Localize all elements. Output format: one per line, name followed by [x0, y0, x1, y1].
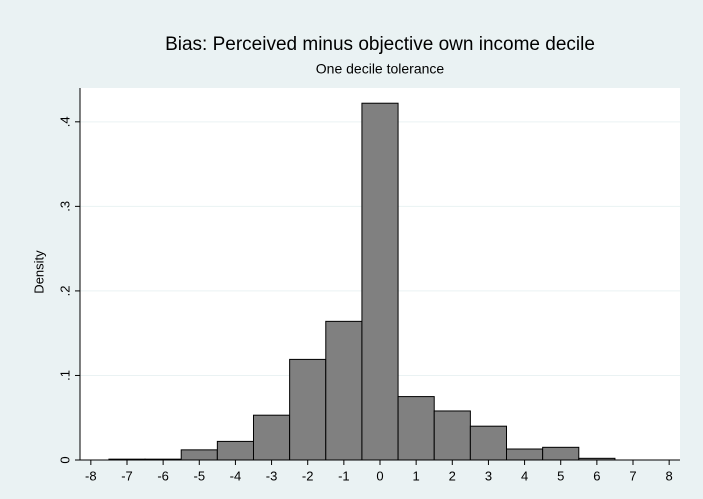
y-tick-label: .3	[57, 201, 72, 212]
x-tick-label: 0	[376, 468, 383, 483]
x-tick-label: 5	[557, 468, 564, 483]
bar	[325, 320, 363, 461]
chart-subtitle: One decile tolerance	[316, 61, 445, 77]
x-tick-label: 2	[449, 468, 456, 483]
x-tick-label: -1	[338, 468, 350, 483]
x-tick-label: -3	[266, 468, 278, 483]
bar	[397, 396, 435, 461]
bar	[433, 410, 471, 461]
x-tick-label: 7	[629, 468, 636, 483]
bar	[542, 446, 580, 461]
x-tick-label: -4	[230, 468, 242, 483]
y-tick-label: .1	[57, 370, 72, 381]
x-tick-label: 3	[485, 468, 492, 483]
x-tick-label: -8	[85, 468, 97, 483]
x-tick-label: 1	[413, 468, 420, 483]
chart-title: Bias: Perceived minus objective own inco…	[165, 34, 595, 55]
y-tick-label: 0	[57, 456, 72, 463]
x-tick-label: -2	[302, 468, 314, 483]
bar	[252, 414, 291, 461]
x-tick-label: -5	[193, 468, 205, 483]
y-axis-label: Density	[31, 250, 46, 294]
bar	[180, 449, 218, 461]
y-tick-label: .2	[57, 285, 72, 296]
bar	[469, 425, 508, 461]
bar	[506, 448, 544, 461]
x-tick-label: 8	[666, 468, 673, 483]
bar	[289, 358, 327, 461]
x-tick-label: -7	[121, 468, 133, 483]
bar	[216, 440, 254, 461]
x-tick-label: -6	[157, 468, 169, 483]
bar	[361, 102, 399, 461]
x-tick-label: 4	[521, 468, 528, 483]
x-tick-label: 6	[593, 468, 600, 483]
y-tick-label: .4	[57, 116, 72, 127]
